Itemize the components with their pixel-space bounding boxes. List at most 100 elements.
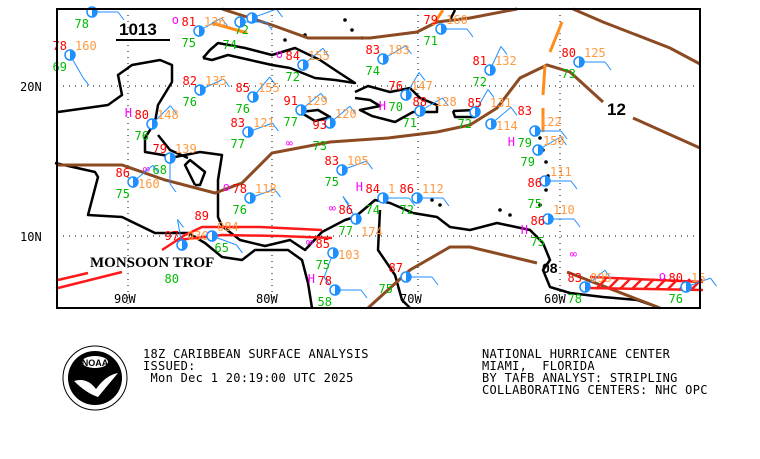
- lat-label-20n: 20N: [20, 80, 42, 94]
- monsoon-trough-hatch: [595, 278, 607, 290]
- cloud-cover-fill: [548, 214, 553, 224]
- station-temperature: 87: [389, 261, 403, 275]
- station-plot: 78 160 69: [53, 39, 97, 86]
- weather-symbol: o: [223, 180, 230, 194]
- station-plot: 80 148 76H: [125, 105, 179, 143]
- wind-barb-flag: [169, 183, 177, 193]
- wind-barb-flag: [405, 45, 412, 55]
- isobar-line: [366, 245, 538, 310]
- station-temperature: 83: [325, 154, 339, 168]
- station-dewpoint: 79: [518, 136, 532, 150]
- station-plot: 78 118 76o: [223, 180, 281, 217]
- station-dewpoint: 72: [286, 70, 300, 84]
- station-plot: 80 16 76o: [659, 269, 717, 306]
- coastline: [299, 108, 332, 123]
- station-temperature: 78: [233, 182, 247, 196]
- station-dewpoint: 75: [116, 187, 130, 201]
- station-pressure: 131: [490, 96, 512, 110]
- coastline: [376, 209, 411, 309]
- station-pressure: 148: [157, 108, 179, 122]
- station-dewpoint: 74: [366, 203, 380, 217]
- station-plot: 85 131 72: [458, 89, 512, 131]
- wind-barb-flag: [236, 244, 243, 254]
- station-dewpoint: 75: [531, 235, 545, 249]
- station-dewpoint: 75: [379, 282, 393, 296]
- station-temperature: 85: [316, 237, 330, 251]
- station-pressure: 129: [306, 94, 328, 108]
- map-labels: 20N 10N 90W 80W 70W 60W 1013 12 08 MONSO…: [20, 20, 626, 306]
- noaa-logo: NOAA: [62, 345, 128, 411]
- cloud-cover-fill: [585, 282, 590, 292]
- cloud-cover-fill: [182, 240, 187, 250]
- coastline: [157, 134, 189, 160]
- station-dewpoint: 72: [458, 117, 472, 131]
- cloud-cover-fill: [70, 50, 75, 60]
- weather-symbol: ∞: [329, 201, 336, 215]
- product-title: 18Z CARIBBEAN SURFACE ANALYSIS: [143, 347, 369, 361]
- station-dewpoint: 77: [284, 115, 298, 129]
- cloud-cover-fill: [199, 26, 204, 36]
- station-plot: 83 122 79H: [508, 104, 568, 150]
- station-plot: 150 79: [521, 134, 567, 169]
- station-temperature: 81: [473, 54, 487, 68]
- station-pressure: 118: [255, 182, 277, 196]
- coastline: [202, 41, 357, 85]
- station-pressure: 150: [543, 134, 565, 148]
- isobar-line: [57, 63, 605, 195]
- station-pressure: 16: [691, 271, 705, 285]
- station-dewpoint: 73: [313, 139, 327, 153]
- cloud-cover-fill: [383, 193, 388, 203]
- station-plot: 76 147 70H: [379, 72, 433, 114]
- lon-label-90w: 90W: [114, 292, 136, 306]
- station-pressure: 147: [411, 79, 433, 93]
- monsoon-trough: [57, 225, 704, 292]
- monsoon-trough-line: [57, 270, 123, 290]
- cloud-cover-fill: [250, 193, 255, 203]
- island: [544, 160, 548, 164]
- isobar-line: [221, 7, 518, 40]
- station-dewpoint: 71: [403, 116, 417, 130]
- station-plot: 93 120 73: [313, 105, 357, 153]
- station-dewpoint: 80: [165, 272, 179, 286]
- station-temperature: 76: [389, 79, 403, 93]
- weather-symbol: H: [508, 135, 515, 149]
- station-pressure: 136: [204, 15, 226, 29]
- station-plot: 79 139 68∞: [143, 142, 197, 193]
- station-dewpoint: 77: [231, 137, 245, 151]
- cloud-cover-fill: [152, 119, 157, 129]
- weather-symbol: H: [379, 99, 386, 113]
- station-temperature: 78: [318, 274, 332, 288]
- cloud-cover-fill: [475, 107, 480, 117]
- weather-symbol: o: [276, 47, 283, 61]
- weather-symbol: H: [521, 223, 528, 237]
- wind-barb-flag: [342, 196, 350, 205]
- station-dewpoint: 78: [75, 17, 89, 31]
- station-dewpoint: 72: [400, 203, 414, 217]
- station-temperature: 86: [116, 166, 130, 180]
- cloud-cover-fill: [301, 105, 306, 115]
- isobars: [57, 7, 701, 310]
- station-plot: 97 030 80: [165, 219, 209, 286]
- station-pressure: 110: [553, 203, 575, 217]
- station-plot: 84 1 74H: [356, 180, 416, 217]
- station-plot: 83 105 75: [325, 154, 373, 189]
- station-dewpoint: 75: [316, 258, 330, 272]
- analyst: BY TAFB ANALYST: STRIPLING: [482, 371, 678, 385]
- island: [350, 28, 354, 32]
- wind-barb-flag: [272, 122, 279, 132]
- cloud-cover-fill: [491, 119, 496, 129]
- station-dewpoint: 79: [521, 155, 535, 169]
- wind-barb-flag: [710, 277, 717, 287]
- island: [283, 38, 287, 42]
- station-temperature: 84: [366, 182, 380, 196]
- weather-symbol: o: [172, 13, 179, 27]
- wind-barb-flag: [323, 277, 331, 286]
- wind-barb-flag: [573, 218, 581, 228]
- station-plot: 86 112 72: [400, 182, 450, 217]
- station-pressure: 183: [388, 43, 410, 57]
- weather-symbol: ∞: [570, 247, 577, 261]
- wind-barb-flag: [265, 21, 273, 31]
- island: [508, 213, 512, 217]
- cloud-cover-fill: [248, 127, 253, 137]
